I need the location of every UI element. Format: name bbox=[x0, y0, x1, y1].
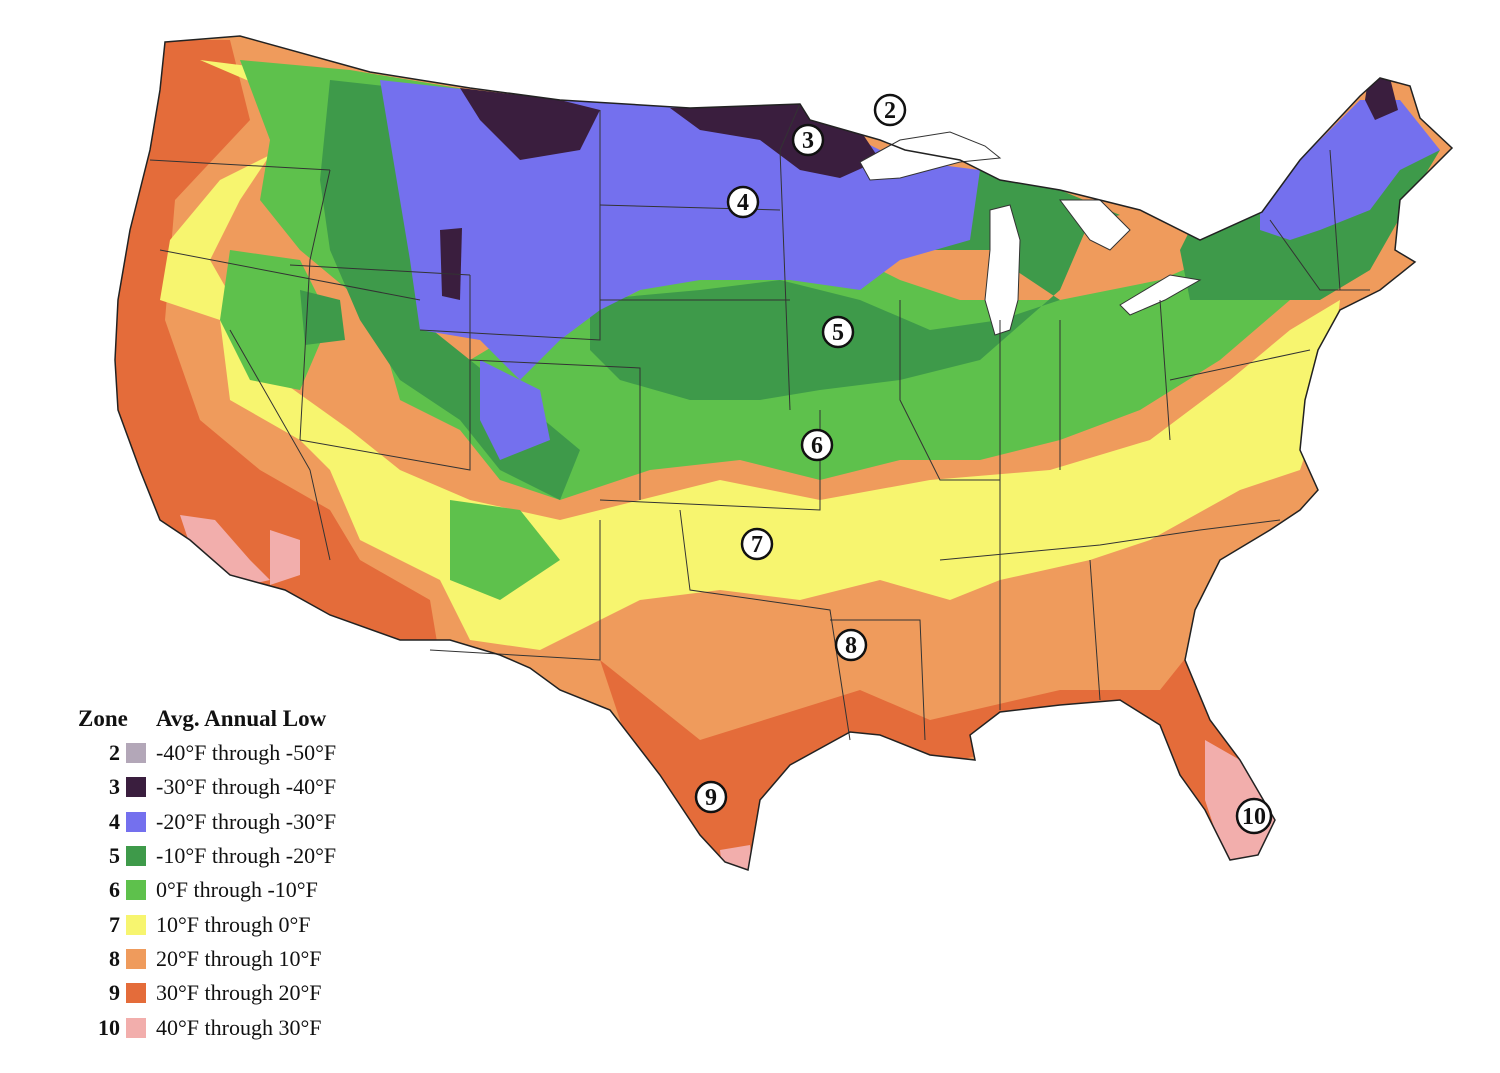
zone-4-region bbox=[1260, 100, 1440, 240]
zone-marker-8: 8 bbox=[834, 628, 868, 662]
zone-10-region bbox=[180, 515, 270, 590]
zone-marker-10: 10 bbox=[1235, 797, 1273, 835]
legend: Zone Avg. Annual Low 2 -40°F through -50°… bbox=[78, 702, 336, 1045]
legend-swatch bbox=[126, 914, 146, 935]
zone-marker-label: 10 bbox=[1242, 804, 1266, 830]
legend-range: 20°F through 10°F bbox=[156, 945, 322, 971]
zone-marker-7: 7 bbox=[740, 527, 774, 561]
legend-rows: 2 -40°F through -50°F 3 -30°F through -40°F… bbox=[78, 736, 336, 1045]
zone-marker-label: 2 bbox=[884, 98, 896, 124]
zone-9-region bbox=[115, 40, 440, 660]
legend-row: 8 20°F through 10°F bbox=[78, 942, 336, 976]
legend-range: -20°F through -30°F bbox=[156, 808, 337, 834]
zone-3-region bbox=[460, 88, 600, 160]
legend-range: 0°F through -10°F bbox=[156, 877, 318, 903]
zone-5-region bbox=[320, 80, 580, 500]
legend-zone-number: 9 bbox=[109, 980, 120, 1006]
great-lakes bbox=[859, 131, 1202, 336]
legend-zone-number: 7 bbox=[109, 911, 120, 937]
zone-marker-5: 5 bbox=[821, 315, 855, 349]
zone-marker-3: 3 bbox=[791, 123, 825, 157]
zone-6-region bbox=[220, 250, 330, 390]
legend-range: -40°F through -50°F bbox=[156, 740, 337, 766]
legend-row: 7 10°F through 0°F bbox=[78, 907, 336, 941]
legend-range: 40°F through 30°F bbox=[156, 1014, 322, 1040]
legend-zone-number: 8 bbox=[109, 945, 120, 971]
legend-range: -30°F through -40°F bbox=[156, 774, 337, 800]
legend-zone-number: 3 bbox=[109, 774, 120, 800]
zone-marker-label: 4 bbox=[737, 190, 749, 216]
zone-marker-9: 9 bbox=[694, 780, 728, 814]
legend-row: 2 -40°F through -50°F bbox=[78, 736, 336, 770]
zone-markers: 2 3 4 5 6 7 8 9 10 bbox=[694, 93, 1273, 835]
legend-row: 9 30°F through 20°F bbox=[78, 976, 336, 1010]
legend-zone-header: Zone bbox=[78, 706, 128, 731]
legend-range: -10°F through -20°F bbox=[156, 843, 337, 869]
zone-marker-6: 6 bbox=[800, 428, 834, 462]
zone-6-region bbox=[450, 500, 560, 600]
legend-row: 6 0°F through -10°F bbox=[78, 873, 336, 907]
legend-row: 4 -20°F through -30°F bbox=[78, 805, 336, 839]
zone-5-region bbox=[300, 290, 345, 345]
legend-row: 10 40°F through 30°F bbox=[78, 1010, 336, 1044]
zone-10-region bbox=[270, 530, 300, 585]
zone-marker-label: 5 bbox=[832, 320, 844, 346]
legend-row: 3 -30°F through -40°F bbox=[78, 770, 336, 804]
zone-marker-label: 3 bbox=[802, 128, 814, 154]
zone-marker-label: 6 bbox=[811, 433, 823, 459]
lake-superior bbox=[859, 131, 1002, 181]
zone-marker-4: 4 bbox=[726, 185, 760, 219]
legend-zone-number: 5 bbox=[109, 843, 120, 869]
zone-3-region bbox=[440, 228, 462, 300]
legend-range: 10°F through 0°F bbox=[156, 911, 311, 937]
legend-range: 30°F through 20°F bbox=[156, 980, 322, 1006]
zone-marker-label: 7 bbox=[751, 532, 763, 558]
legend-swatch bbox=[126, 880, 146, 901]
legend-swatch bbox=[126, 983, 146, 1004]
legend-row: 5 -10°F through -20°F bbox=[78, 839, 336, 873]
lake-huron bbox=[1059, 199, 1131, 251]
legend-swatch bbox=[126, 777, 146, 798]
zone-4-region bbox=[480, 360, 550, 460]
legend-swatch bbox=[126, 1017, 146, 1038]
legend-low-header: Avg. Annual Low bbox=[156, 706, 327, 731]
legend-swatch bbox=[126, 948, 146, 969]
legend-swatch bbox=[126, 846, 146, 867]
legend-swatch bbox=[126, 743, 146, 764]
legend-zone-number: 6 bbox=[109, 877, 120, 903]
legend-header: Zone Avg. Annual Low bbox=[78, 702, 336, 736]
zone-marker-label: 9 bbox=[705, 785, 717, 811]
zone-marker-label: 8 bbox=[845, 633, 857, 659]
lake-erie bbox=[1119, 274, 1202, 316]
zone-5-region bbox=[590, 200, 1090, 400]
lake-michigan bbox=[984, 204, 1021, 336]
legend-zone-number: 10 bbox=[98, 1014, 120, 1040]
legend-swatch bbox=[126, 811, 146, 832]
zone-3-region bbox=[1365, 78, 1398, 120]
legend-zone-number: 4 bbox=[109, 808, 120, 834]
legend-zone-number: 2 bbox=[109, 740, 120, 766]
zone-marker-2: 2 bbox=[873, 93, 907, 127]
